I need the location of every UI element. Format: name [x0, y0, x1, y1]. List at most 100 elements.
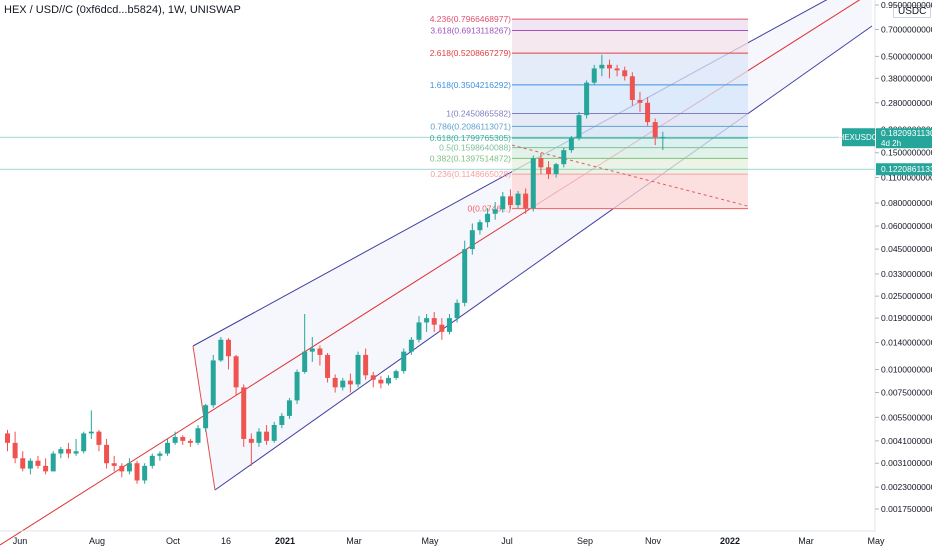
- candle-body: [203, 405, 209, 429]
- y-tick-label: 0.5000000000: [881, 51, 932, 61]
- candle: [325, 352, 331, 383]
- fib-zone-9: [512, 19, 748, 31]
- candle-body: [652, 122, 658, 138]
- candle-body: [195, 428, 201, 443]
- candle: [88, 410, 94, 439]
- candle: [622, 66, 628, 81]
- candle-body: [73, 451, 79, 454]
- fib-zone-4: [512, 126, 748, 139]
- candle-body: [645, 102, 651, 123]
- y-tick-label: 0.0055000000: [881, 412, 932, 422]
- candle: [248, 433, 254, 466]
- candle: [264, 424, 270, 445]
- fib-level-label-0.5: 0.5(0.1598640088): [439, 143, 511, 153]
- candle-body: [81, 433, 87, 452]
- candle-body: [104, 444, 110, 464]
- last-price-label: 0.1820931130: [881, 128, 932, 138]
- candle: [27, 458, 33, 475]
- candle: [386, 375, 391, 386]
- candle: [645, 97, 651, 126]
- candle: [492, 202, 498, 220]
- candle-body: [119, 465, 125, 472]
- candle-body: [340, 380, 346, 388]
- candle: [20, 451, 26, 472]
- candle: [568, 135, 574, 153]
- candle-body: [492, 209, 498, 214]
- x-tick-label: Nov: [645, 536, 662, 546]
- candle: [363, 348, 369, 380]
- y-tick-label: 0.0075000000: [881, 388, 932, 398]
- candle: [424, 314, 430, 332]
- candle-body: [363, 354, 369, 376]
- countdown-label: 4d 2h: [881, 139, 901, 148]
- candle: [111, 455, 117, 472]
- candle-body: [386, 377, 391, 384]
- candle: [286, 398, 292, 419]
- candle: [187, 438, 193, 447]
- candle-body: [126, 463, 132, 472]
- candle-body: [88, 431, 94, 434]
- candle-body: [271, 424, 277, 441]
- fib-level-label-0.786: 0.786(0.2086113071): [430, 121, 511, 131]
- candle-body: [568, 138, 574, 151]
- candle: [500, 191, 506, 213]
- x-tick-label: 2021: [275, 536, 295, 546]
- candle: [241, 384, 247, 447]
- candle: [614, 64, 620, 77]
- candle-body: [584, 82, 590, 116]
- candle-body: [302, 351, 308, 372]
- candle: [431, 312, 437, 332]
- candle-body: [355, 354, 361, 385]
- candle: [165, 438, 171, 456]
- candle-body: [439, 324, 445, 332]
- fib-level-label-2.618: 2.618(0.5208667279): [430, 48, 511, 58]
- candle-body: [286, 400, 292, 416]
- candle-body: [157, 453, 163, 456]
- x-tick-label: Oct: [166, 536, 181, 546]
- candle: [210, 354, 216, 408]
- candle: [469, 223, 475, 255]
- candle: [5, 429, 10, 452]
- candle-body: [241, 387, 247, 439]
- fib-level-label-0.618: 0.618(0.1799765305): [430, 133, 511, 143]
- y-tick-label: 0.0140000000: [881, 338, 932, 348]
- candle: [104, 438, 110, 469]
- candle: [35, 455, 41, 469]
- candle: [477, 219, 483, 235]
- candle: [126, 458, 132, 475]
- candle-body: [225, 339, 231, 357]
- fib-zone-5: [512, 113, 748, 127]
- candle: [142, 463, 148, 484]
- candle: [378, 376, 384, 389]
- candle-body: [172, 437, 178, 443]
- candle-body: [43, 465, 49, 472]
- candle: [408, 337, 414, 355]
- candle-body: [165, 442, 171, 454]
- candle-body: [294, 371, 300, 401]
- candle: [515, 191, 521, 209]
- candle: [584, 80, 590, 119]
- candle-body: [50, 453, 56, 472]
- fib-zone-8: [512, 30, 748, 54]
- candle: [309, 337, 315, 362]
- candle-body: [347, 380, 353, 385]
- candle-body: [462, 249, 468, 303]
- candle: [637, 92, 643, 112]
- candle: [355, 351, 361, 388]
- fib-trend-dashed-line: [511, 144, 749, 207]
- marked-level-tag: 0.1220861133: [876, 163, 932, 176]
- candle: [58, 446, 64, 459]
- candle-body: [58, 449, 64, 454]
- channel-lower-line: [214, 25, 873, 491]
- fib-zone-0: [512, 174, 748, 209]
- candle: [629, 72, 635, 106]
- y-tick-label: 0.1500000000: [881, 148, 932, 158]
- y-tick-label: 0.7000000000: [881, 24, 932, 34]
- x-tick-label: May: [867, 536, 885, 546]
- candle: [370, 371, 376, 388]
- candle-body: [599, 64, 605, 69]
- candle: [599, 54, 605, 77]
- candle: [393, 369, 399, 380]
